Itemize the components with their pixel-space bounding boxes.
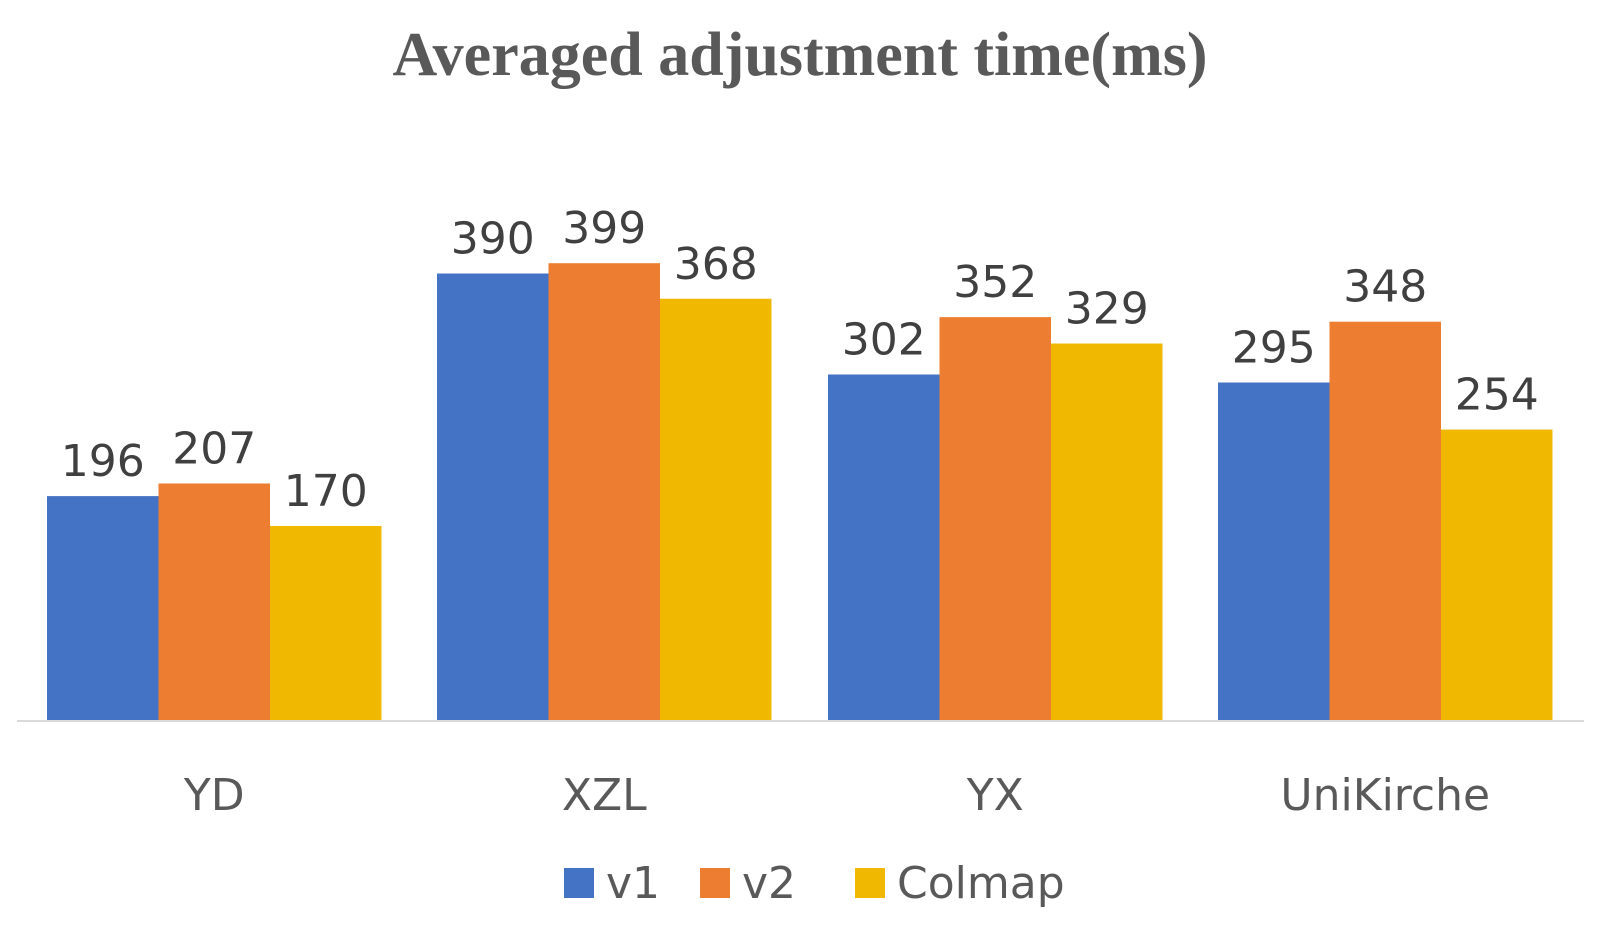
data-label-v1-yx: 302 — [842, 314, 926, 365]
data-label-colmap-yx: 329 — [1065, 284, 1149, 335]
bar-v1-yd — [47, 496, 159, 721]
category-label-yd: YD — [183, 770, 245, 821]
legend-label-v2: v2 — [742, 858, 796, 909]
bar-colmap-unikirche — [1441, 429, 1553, 721]
data-label-v2-unikirche: 348 — [1343, 262, 1427, 313]
bars-group — [47, 263, 1553, 721]
data-label-colmap-xzl: 368 — [674, 239, 758, 290]
legend-swatch-v1 — [564, 868, 594, 898]
data-label-v1-xzl: 390 — [451, 214, 535, 265]
data-label-v2-yd: 207 — [172, 423, 256, 474]
bar-v1-unikirche — [1218, 382, 1330, 721]
data-label-v1-unikirche: 295 — [1232, 323, 1316, 374]
data-label-v2-xzl: 399 — [562, 203, 646, 254]
data-label-v2-yx: 352 — [953, 257, 1037, 308]
legend-swatch-v2 — [700, 868, 730, 898]
bar-v1-xzl — [437, 273, 549, 721]
legend-swatch-colmap — [855, 868, 885, 898]
category-labels-group: YD XZL YX UniKirche — [183, 770, 1490, 821]
category-label-unikirche: UniKirche — [1280, 770, 1490, 821]
legend-label-v1: v1 — [606, 858, 660, 909]
bar-colmap-xzl — [660, 298, 772, 721]
bar-colmap-yd — [270, 525, 382, 721]
bar-v2-yx — [939, 317, 1051, 721]
bar-colmap-yx — [1051, 343, 1163, 721]
data-label-colmap-unikirche: 254 — [1455, 370, 1539, 421]
data-label-colmap-yd: 170 — [284, 466, 368, 517]
data-label-v1-yd: 196 — [61, 436, 145, 487]
bar-v2-yd — [158, 483, 270, 721]
bar-v2-xzl — [548, 263, 660, 721]
data-labels-group: 196 207 170 390 399 368 302 352 329 295 348 254 — [61, 203, 1539, 517]
bar-v2-unikirche — [1329, 321, 1441, 721]
legend-label-colmap: Colmap — [897, 858, 1065, 909]
legend: v1 v2 Colmap — [564, 858, 1065, 909]
chart-title: Averaged adjustment time(ms) — [393, 21, 1208, 89]
category-label-yx: YX — [966, 770, 1024, 821]
bar-v1-yx — [828, 374, 940, 721]
category-label-xzl: XZL — [562, 770, 647, 821]
